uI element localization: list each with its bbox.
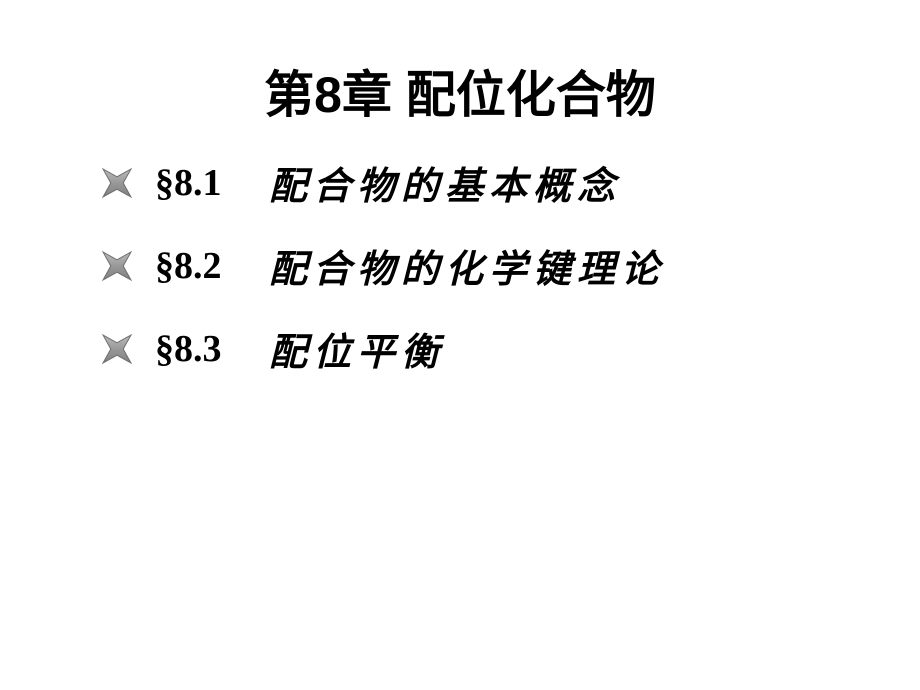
chapter-title: 第8章 配位化合物 <box>0 55 920 127</box>
bullet-cross-icon <box>95 244 139 288</box>
section-number: §8.1 <box>155 161 269 205</box>
section-title: 配合物的基本概念 <box>269 155 621 210</box>
section-title: 配合物的化学键理论 <box>269 238 665 293</box>
list-item: §8.1 配合物的基本概念 <box>95 155 665 210</box>
section-list: §8.1 配合物的基本概念 §8.2 配合物的化学键理论 §8.3 配位平衡 <box>95 155 665 404</box>
list-item: §8.3 配位平衡 <box>95 321 665 376</box>
section-title: 配位平衡 <box>269 321 445 376</box>
section-number: §8.2 <box>155 244 269 288</box>
bullet-cross-icon <box>95 327 139 371</box>
list-item: §8.2 配合物的化学键理论 <box>95 238 665 293</box>
bullet-cross-icon <box>95 161 139 205</box>
section-number: §8.3 <box>155 327 269 371</box>
